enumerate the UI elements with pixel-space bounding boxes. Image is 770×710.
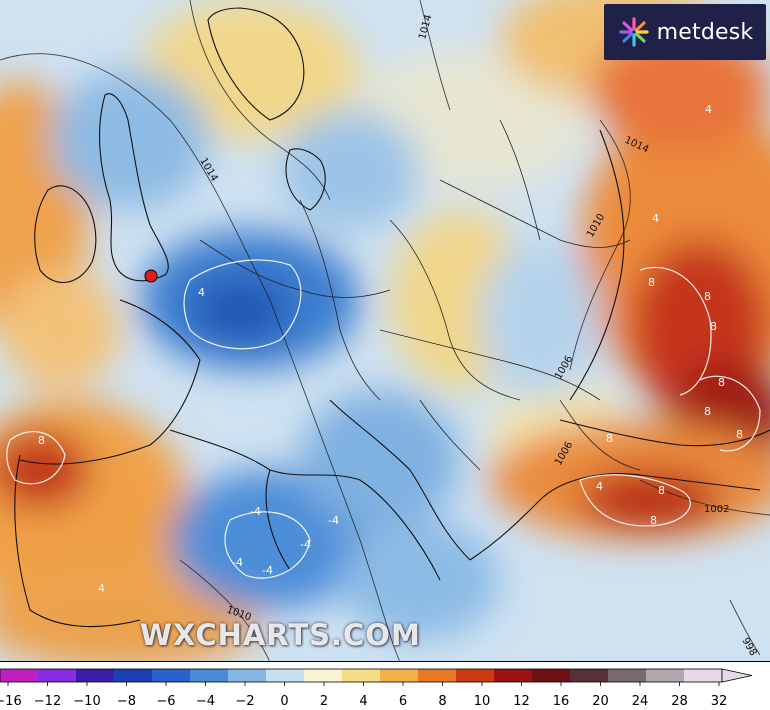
colorbar-swatch (684, 669, 723, 682)
colorbar-swatch (38, 669, 77, 682)
brand-name: metdesk (656, 19, 754, 45)
colorbar-tick-label: −2 (235, 694, 254, 709)
colorbar-extend-arrow (721, 668, 753, 683)
anomaly-label: 4 (596, 480, 603, 493)
colorbar-swatch (76, 669, 115, 682)
anomaly-label: 8 (704, 405, 711, 418)
anomaly-label: 8 (710, 320, 717, 333)
colorbar-swatch (114, 669, 153, 682)
colorbar-swatch (456, 669, 495, 682)
colorbar-swatches (0, 668, 723, 683)
colorbar-swatch (418, 669, 457, 682)
anomaly-label: 4 (198, 286, 205, 299)
temperature-anomaly-map: 1014 1014 1014 1010 1006 1006 1002 1010 … (0, 0, 770, 662)
isobar-label: 1002 (704, 504, 729, 515)
colorbar-tick-label: 0 (280, 694, 288, 709)
colorbar-swatch (228, 669, 267, 682)
colorbar-tick-label: 24 (632, 694, 649, 709)
anomaly-field (0, 0, 770, 662)
anomaly-label: 8 (658, 484, 665, 497)
anomaly-label: 4 (705, 103, 712, 116)
colorbar-tick-label: 6 (399, 694, 407, 709)
metdesk-starburst-icon (619, 17, 649, 47)
colorbar-tick-label: 32 (711, 694, 728, 709)
anomaly-label: 4 (652, 212, 659, 225)
anomaly-label: 8 (606, 432, 613, 445)
colorbar-tick-label: −10 (73, 694, 100, 709)
anomaly-label: 8 (704, 290, 711, 303)
colorbar-swatch (608, 669, 647, 682)
location-marker (144, 269, 158, 283)
anomaly-label: -4 (328, 514, 339, 527)
colorbar-tick-label: −6 (156, 694, 175, 709)
anomaly-label: 8 (38, 434, 45, 447)
anomaly-contours (6, 259, 761, 579)
anomaly-label: -4 (262, 564, 273, 577)
colorbar-swatch (532, 669, 571, 682)
anomaly-label: 8 (736, 428, 743, 441)
anomaly-label: 8 (650, 514, 657, 527)
colorbar-swatch (304, 669, 343, 682)
colorbar-tick-label: −8 (117, 694, 136, 709)
colorbar-tick-label: 16 (553, 694, 570, 709)
isobar-lines (0, 0, 770, 662)
colorbar-tick-label: −4 (196, 694, 215, 709)
colorbar-swatch (570, 669, 609, 682)
colorbar-tick-label: 2 (320, 694, 328, 709)
colorbar-swatch (190, 669, 229, 682)
colorbar-tick-label: 12 (513, 694, 530, 709)
colorbar-tick-label: 28 (671, 694, 688, 709)
anomaly-labels: 4 4 4 8 8 8 8 8 8 8 8 8 4 8 -4 -4 -4 -4 … (38, 103, 743, 595)
colorbar-swatch (380, 669, 419, 682)
anomaly-label: 4 (98, 582, 105, 595)
colorbar-tick-label: −12 (34, 694, 61, 709)
colorbar-tick-label: −16 (0, 694, 22, 709)
anomaly-label: 8 (648, 276, 655, 289)
anomaly-label: 8 (718, 376, 725, 389)
coastlines (14, 7, 770, 628)
wxcharts-watermark: WXCHARTS.COM (140, 618, 421, 652)
colorbar-swatch (494, 669, 533, 682)
colorbar-tick-label: 4 (359, 694, 367, 709)
anomaly-label: -4 (300, 538, 311, 551)
colorbar-tick-label: 10 (474, 694, 491, 709)
anomaly-label: -4 (250, 505, 261, 518)
colorbar-tick-label: 20 (592, 694, 609, 709)
metdesk-logo: metdesk (604, 4, 766, 60)
colorbar-swatch (646, 669, 685, 682)
country-borders (199, 119, 631, 471)
colorbar-swatch (152, 669, 191, 682)
colorbar-swatch (266, 669, 305, 682)
colorbar-swatch (342, 669, 381, 682)
colorbar-swatch (0, 669, 39, 682)
anomaly-label: -4 (232, 556, 243, 569)
colorbar-tick-label: 8 (438, 694, 446, 709)
